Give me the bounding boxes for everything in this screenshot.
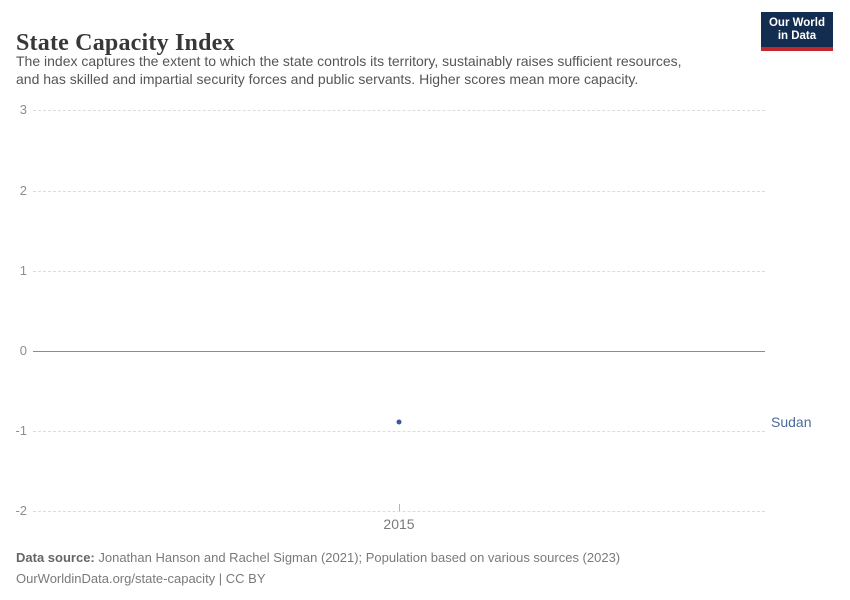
- gridline: [33, 190, 765, 192]
- gridline: [33, 110, 765, 112]
- x-axis-tick-label: 2015: [383, 516, 415, 532]
- gridline: [33, 511, 765, 513]
- data-source-label: Data source:: [16, 550, 95, 565]
- y-axis-tick-label: 2: [19, 182, 27, 198]
- chart-title: State Capacity Index: [16, 30, 235, 57]
- entity-label-sudan[interactable]: Sudan: [771, 414, 812, 431]
- y-axis-tick-label: 1: [19, 262, 27, 278]
- y-axis-tick-label: 0: [19, 342, 27, 358]
- data-source-link[interactable]: Jonathan Hanson and Rachel Sigman (2021)…: [94, 550, 621, 565]
- x-axis-tick-mark: [399, 504, 400, 511]
- url-license-link[interactable]: OurWorldinData.org/state-capacity | CC B…: [16, 571, 266, 586]
- data-source-line: Data source: Jonathan Hanson and Rachel …: [16, 547, 620, 568]
- chart-subtitle-line: and has skilled and impartial security f…: [16, 71, 639, 87]
- owid-logo-text: Our World: [768, 17, 825, 29]
- chart-footer: Data source: Jonathan Hanson and Rachel …: [16, 547, 620, 589]
- data-point-sudan[interactable]: [396, 419, 402, 425]
- zero-gridline: [33, 351, 765, 352]
- owid-logo[interactable]: Our World in Data: [760, 12, 833, 51]
- owid-logo-text: in Data: [777, 30, 817, 42]
- chart-subtitle-line: The index captures the extent to which t…: [16, 53, 682, 69]
- y-axis-tick-label: -1: [15, 423, 27, 439]
- y-axis-tick-label: -2: [15, 503, 27, 519]
- gridline: [33, 270, 765, 272]
- y-axis-tick-label: 3: [19, 102, 27, 118]
- chart-subtitle: The index captures the extent to which t…: [16, 52, 682, 88]
- gridline: [33, 431, 765, 433]
